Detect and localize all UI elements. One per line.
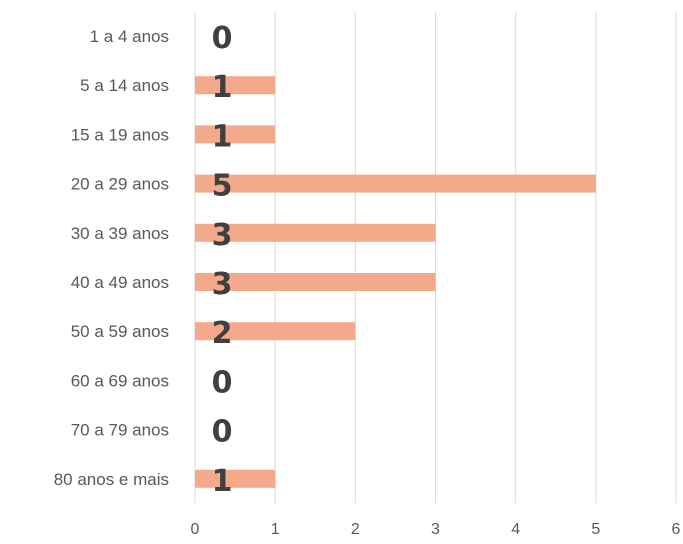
category-labels: 1 a 4 anos 5 a 14 anos 15 a 19 anos 20 a 29… bbox=[54, 27, 169, 489]
category-label-7: 50 a 59 anos bbox=[71, 322, 169, 341]
data-label-3: 1 bbox=[212, 119, 233, 154]
category-label-2: 5 a 14 anos bbox=[80, 76, 169, 95]
x-tick-label-3: 3 bbox=[431, 521, 440, 538]
bar-6 bbox=[195, 273, 436, 291]
category-label-8: 60 a 69 anos bbox=[71, 371, 169, 390]
data-label-6: 3 bbox=[212, 267, 233, 302]
bar-3 bbox=[195, 125, 276, 144]
bars bbox=[195, 76, 596, 488]
category-label-3: 15 a 19 anos bbox=[71, 125, 169, 144]
category-label-1: 1 a 4 anos bbox=[90, 27, 169, 46]
data-label-4: 5 bbox=[212, 169, 233, 204]
bar-10 bbox=[195, 469, 276, 488]
category-label-9: 70 a 79 anos bbox=[71, 421, 169, 440]
data-label-9: 0 bbox=[212, 415, 233, 450]
data-labels: 0 1 1 5 3 3 2 0 0 1 bbox=[212, 21, 233, 499]
bar-4 bbox=[195, 174, 596, 193]
data-label-2: 1 bbox=[212, 70, 233, 105]
x-tick-label-6: 6 bbox=[672, 521, 681, 538]
category-label-4: 20 a 29 anos bbox=[71, 175, 169, 194]
category-label-10: 80 anos e mais bbox=[54, 470, 169, 489]
bar-7 bbox=[195, 322, 356, 341]
data-label-7: 2 bbox=[212, 316, 233, 351]
x-tick-label-5: 5 bbox=[591, 521, 600, 538]
x-tick-label-0: 0 bbox=[191, 521, 200, 538]
category-label-6: 40 a 49 anos bbox=[71, 273, 169, 292]
x-tick-label-4: 4 bbox=[511, 521, 520, 538]
bar-5 bbox=[195, 223, 436, 242]
bar-2 bbox=[195, 76, 276, 95]
x-tick-labels: 0 1 2 3 4 5 6 bbox=[191, 521, 681, 538]
x-tick-label-1: 1 bbox=[271, 521, 280, 538]
data-label-10: 1 bbox=[212, 464, 233, 499]
x-tick-label-2: 2 bbox=[351, 521, 360, 538]
category-label-5: 30 a 39 anos bbox=[71, 224, 169, 243]
data-label-5: 3 bbox=[212, 218, 233, 253]
data-label-8: 0 bbox=[212, 365, 233, 400]
data-label-1: 0 bbox=[212, 21, 233, 56]
